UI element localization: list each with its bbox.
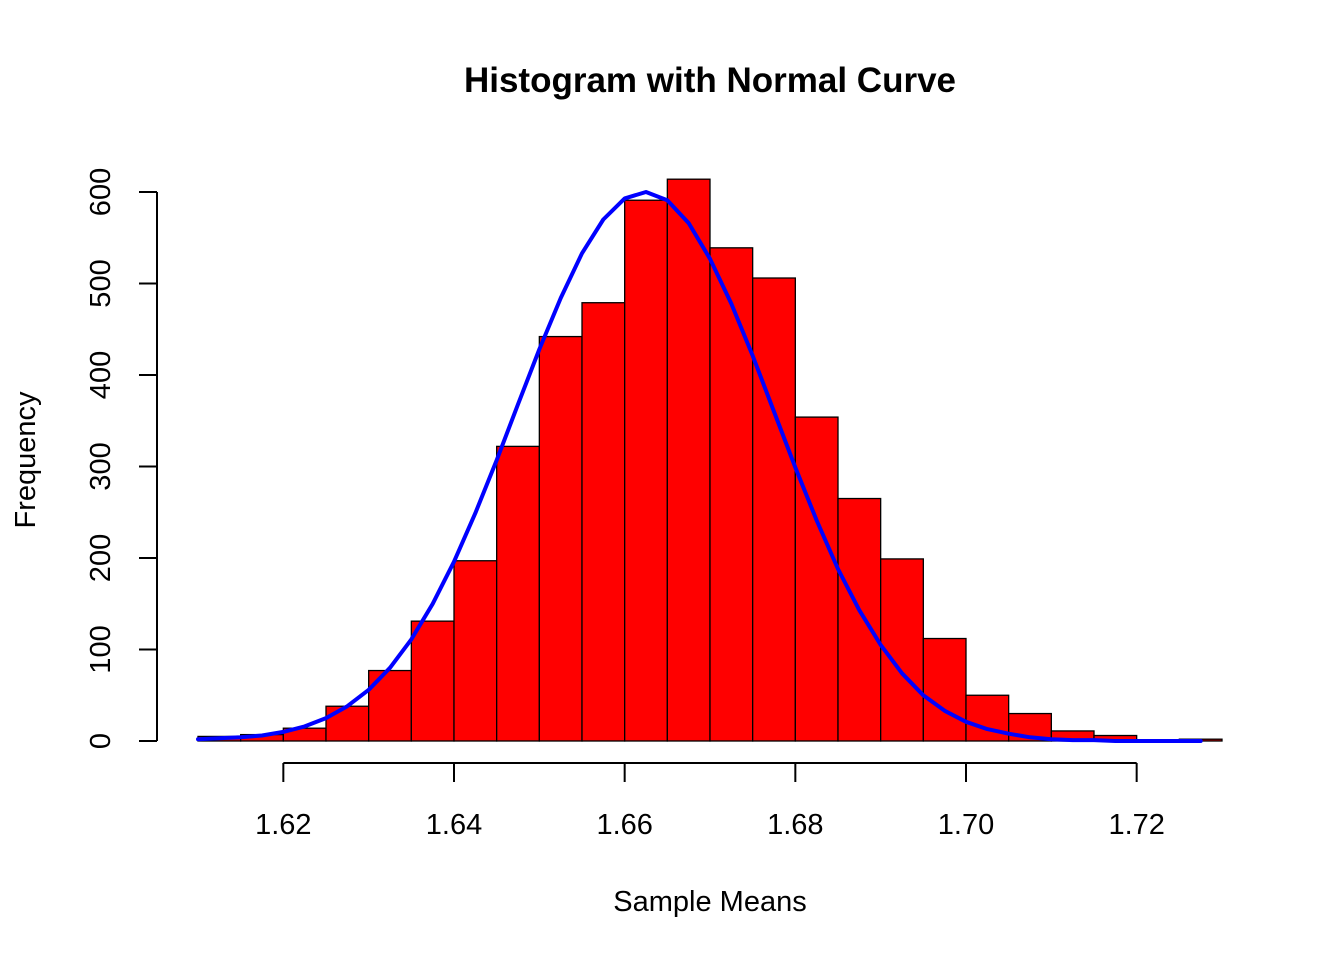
x-axis: 1.62 1.64 1.66 1.68 1.70 1.72 <box>255 762 1165 841</box>
histogram-bar-16 <box>880 558 924 742</box>
histogram-bar-17 <box>922 637 967 742</box>
histogram-bar-9 <box>581 302 626 742</box>
histogram-bar-10 <box>624 199 668 742</box>
y-tick-label-4: 400 <box>85 351 117 399</box>
y-tick-label-1: 100 <box>85 625 117 673</box>
y-axis-label: Frequency <box>10 391 42 529</box>
x-tick-label-3: 1.68 <box>767 809 823 841</box>
histogram-bar-15 <box>837 497 882 742</box>
histogram-bar-12 <box>709 247 754 742</box>
histogram-bar-5 <box>410 620 455 742</box>
histogram-bar-11 <box>666 178 711 742</box>
x-tick-label-4: 1.70 <box>938 809 994 841</box>
histogram-bar-6 <box>453 560 498 742</box>
normal-curve-line <box>196 190 1203 743</box>
x-tick-label-0: 1.62 <box>255 809 311 841</box>
histogram-bar-13 <box>752 277 796 742</box>
chart-title: Histogram with Normal Curve <box>464 61 956 100</box>
x-axis-label: Sample Means <box>613 886 806 918</box>
x-tick-label-2: 1.66 <box>596 809 652 841</box>
y-tick-label-0: 0 <box>85 733 117 749</box>
y-tick-label-3: 300 <box>85 442 117 490</box>
histogram-bar-8 <box>538 335 583 742</box>
y-tick-label-6: 600 <box>85 168 117 216</box>
histogram-bar-7 <box>496 445 540 742</box>
y-tick-label-5: 500 <box>85 259 117 307</box>
x-tick-label-1: 1.64 <box>426 809 482 841</box>
y-tick-label-2: 200 <box>85 534 117 582</box>
x-tick-label-5: 1.72 <box>1108 809 1164 841</box>
y-axis: 0 100 200 300 400 500 600 <box>85 168 158 749</box>
histogram-bar-3 <box>325 705 370 742</box>
histogram-bar-14 <box>794 416 839 742</box>
bars-group <box>197 178 1223 742</box>
